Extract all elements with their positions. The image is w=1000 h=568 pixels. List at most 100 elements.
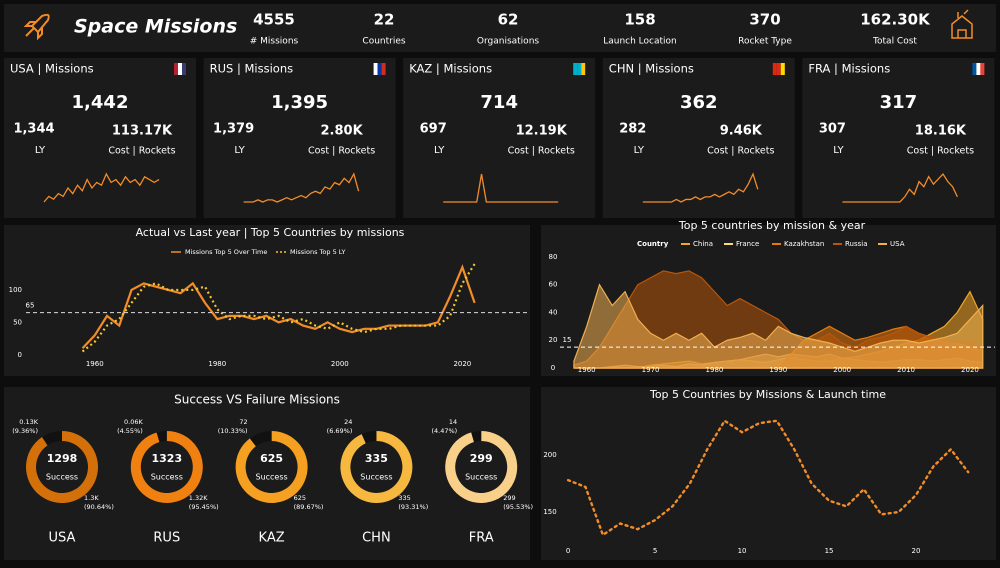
sparkline: [43, 172, 160, 203]
chart-panel: [4, 225, 530, 376]
x-tick-label: 2000: [331, 360, 349, 368]
x-tick-label: 20: [912, 547, 921, 555]
chart-title: Top 5 countries by mission & year: [678, 219, 866, 232]
header-panel: [4, 4, 996, 52]
card-title: RUS | Missions: [210, 62, 294, 76]
card-panel: [403, 58, 596, 218]
donut-center-value: 335: [365, 452, 388, 465]
y-tick-label: 100: [9, 286, 22, 294]
y-tick-label: 0: [551, 364, 555, 372]
x-tick-label: 2020: [453, 360, 471, 368]
kpi-label: # Missions: [250, 37, 299, 47]
house-shape: [951, 9, 973, 39]
legend-label: Kazakhstan: [784, 240, 824, 248]
ly-label: LY: [833, 145, 844, 156]
donut-country-label: USA: [49, 531, 76, 546]
donut-segment: [471, 431, 482, 443]
y-tick-label: 50: [13, 318, 22, 326]
flag-stripe: [772, 63, 777, 75]
cost-label: Cost | Rockets: [508, 146, 575, 157]
card-panel: [203, 58, 396, 218]
card-value: 317: [880, 92, 918, 113]
donut-center-value: 1298: [47, 452, 78, 465]
failure-percent-label: (4.55%): [117, 427, 143, 435]
donut-center-label: Success: [151, 473, 183, 482]
failure-count-label: 24: [344, 418, 352, 426]
card-panel: [602, 58, 795, 218]
donut-country-label: FRA: [469, 531, 494, 546]
ly-value: 1,344: [13, 122, 54, 137]
donut-country-label: CHN: [362, 531, 391, 546]
card-value: 1,395: [271, 92, 328, 113]
ly-value: 282: [619, 122, 646, 137]
donut-center-value: 625: [260, 452, 283, 465]
x-tick-label: 1980: [208, 360, 226, 368]
kpi-label: Total Cost: [872, 37, 917, 47]
ly-value: 1,379: [213, 122, 254, 137]
success-percent-label: (90.64%): [84, 503, 114, 511]
success-count-label: 299: [503, 494, 515, 502]
donut-center-value: 1323: [151, 452, 182, 465]
x-tick-label: 1960: [86, 360, 104, 368]
failure-percent-label: (4.47%): [431, 427, 457, 435]
flag-stripe: [976, 63, 981, 75]
donut-center-value: 299: [470, 452, 493, 465]
chart-title: Success VS Failure Missions: [174, 393, 340, 407]
legend-label: France: [736, 240, 759, 248]
card-title: FRA | Missions: [808, 62, 890, 76]
flag-stripe: [182, 63, 186, 75]
y-tick-label: 80: [549, 253, 558, 261]
cost-value: 113.17K: [112, 124, 173, 139]
sparkline: [642, 172, 759, 203]
cost-label: Cost | Rockets: [907, 146, 974, 157]
ly-label: LY: [35, 145, 46, 156]
kpi-value: 158: [624, 11, 655, 29]
y-tick-label: 20: [549, 336, 558, 344]
flag-stripe: [776, 63, 781, 75]
rocket-icon: [23, 13, 50, 41]
failure-percent-label: (9.36%): [12, 427, 38, 435]
dashboard-title: Space Missions: [74, 16, 237, 38]
x-tick-label: 2000: [833, 366, 851, 374]
ly-label: LY: [434, 145, 445, 156]
reference-label: 65: [26, 302, 35, 310]
failure-count-label: 14: [449, 418, 457, 426]
chart-title: Actual vs Last year | Top 5 Countries by…: [136, 226, 405, 239]
success-percent-label: (95.53%): [503, 503, 533, 511]
line-series: [81, 263, 476, 353]
card-value: 714: [480, 92, 518, 113]
donut-segment: [156, 431, 167, 443]
flag-stripe: [174, 63, 178, 75]
x-tick-label: 1960: [578, 366, 596, 374]
chart-panel: [541, 387, 996, 560]
ly-value: 697: [420, 122, 447, 137]
ly-label: LY: [634, 145, 645, 156]
sparkline: [842, 172, 958, 203]
kpi-value: 162.30K: [860, 11, 931, 29]
donut-segment: [249, 431, 272, 447]
donut-center-label: Success: [360, 473, 392, 482]
y-tick-label: 40: [549, 308, 558, 316]
flag-stripe: [780, 63, 785, 75]
area-series: [573, 283, 984, 369]
kpi-label: Launch Location: [603, 37, 677, 47]
x-tick-label: 1980: [706, 366, 724, 374]
flag-stripe: [573, 63, 578, 75]
y-tick-label: 200: [543, 451, 556, 459]
flag-stripe: [377, 63, 382, 75]
card-title: CHN | Missions: [609, 62, 694, 76]
flag-stripe: [381, 63, 386, 75]
flag-stripe: [980, 63, 985, 75]
cost-label: Cost | Rockets: [108, 146, 175, 157]
x-tick-label: 2010: [897, 366, 915, 374]
legend-label: Missions Top 5 LY: [290, 248, 346, 256]
success-percent-label: (89.67%): [294, 503, 324, 511]
kpi-value: 22: [374, 11, 395, 29]
failure-count-label: 0.06K: [124, 418, 143, 426]
y-tick-label: 60: [549, 281, 558, 289]
success-count-label: 1.3K: [84, 494, 99, 502]
chart-title: Top 5 Countries by Missions & Launch tim…: [649, 388, 886, 401]
cost-value: 2.80K: [321, 124, 364, 139]
